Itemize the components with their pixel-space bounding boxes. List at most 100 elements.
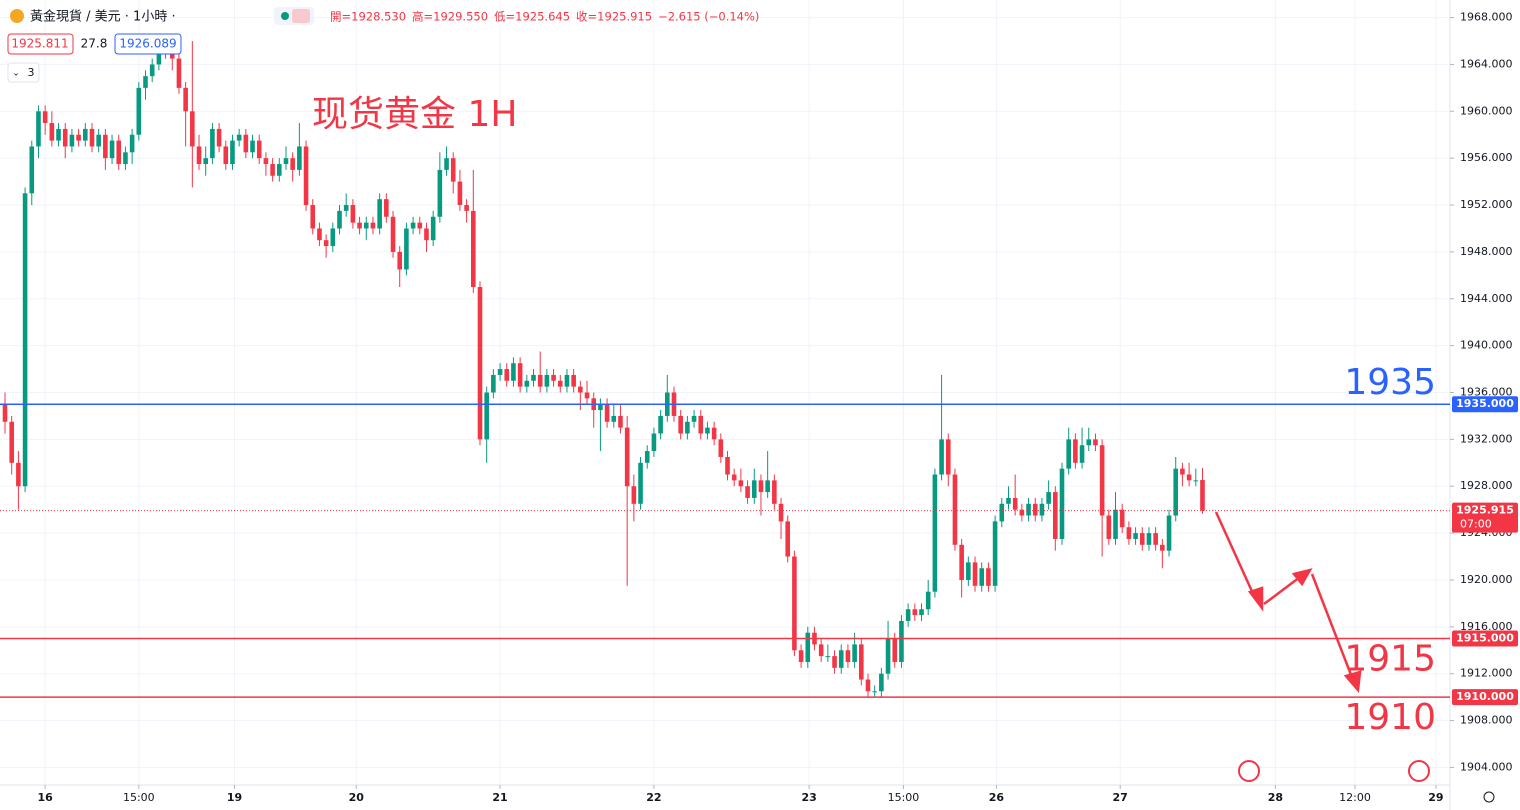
chevron: ⌄ [12,69,20,79]
level-tag-label: 1910.000 [1456,690,1514,703]
candle-body [123,152,128,165]
candle-body [129,134,135,153]
candle-body [230,140,235,165]
candle-body [859,644,864,680]
y-tick-label: 1952.000 [1460,198,1513,211]
candle-body [424,228,429,241]
candle-body [531,374,536,381]
settings-icon[interactable] [1483,791,1495,803]
y-tick-label: 1920.000 [1460,573,1513,586]
y-tick-label: 1968.000 [1460,11,1513,24]
y-tick-label: 1932.000 [1460,432,1513,445]
candle-body [731,474,737,481]
candle-body [685,421,690,434]
candle-body [537,374,543,387]
candle-body [1039,503,1045,516]
candle-body [404,228,409,270]
candle-body [838,650,844,668]
candle-body [136,87,142,135]
candle-body [638,462,643,504]
level-tag [1452,630,1518,647]
candle-body [564,374,570,387]
indicator-count: 3 [28,66,35,79]
y-tick-label: 1912.000 [1460,667,1513,680]
candle-body [751,480,757,498]
candle-body [183,87,188,112]
candle-body [852,644,857,662]
event-flag[interactable] [1408,760,1430,782]
candle-body [96,134,101,147]
candle-body [243,134,249,153]
candle-body [56,128,61,141]
candle-body [584,392,590,399]
candle-body [256,140,262,159]
candle-body [966,562,971,580]
candle-body [691,415,697,422]
x-tick-label: 15:00 [123,791,155,804]
candle-body [49,123,55,141]
countdown: 07:00 [1460,518,1492,531]
candle-body [1066,439,1071,469]
ohlc-item: −2.615 (−0.14%) [658,10,759,24]
candle-body [758,480,764,493]
ohlc-legend: 開=1928.530 高=1929.550 低=1925.645 收=1925.915… [330,10,759,24]
x-tick-label: 29 [1428,791,1443,804]
candle-body [1026,503,1031,516]
x-tick-label: 12:00 [1339,791,1371,804]
candle-body [959,544,964,580]
candle-body [825,656,831,658]
candle-body [1012,497,1018,510]
candle-body [176,58,182,88]
ask-box[interactable] [114,33,182,55]
candle-body [885,638,891,674]
y-tick-label: 1908.000 [1460,714,1513,727]
y-tick-label: 1940.000 [1460,339,1513,352]
candle-body [103,134,108,159]
candle-body [250,140,255,153]
level-label: 1915 [1344,639,1436,680]
candle-body [1019,509,1025,516]
candle-body [999,503,1005,522]
candle-body [417,222,423,229]
candle-body [470,210,476,288]
level-tag-label: 1935.000 [1456,397,1514,410]
candle-body [143,76,148,88]
last-price-tag [1452,502,1518,533]
candle-body [477,287,483,440]
candle-body [698,415,704,434]
candle-body [76,134,81,141]
candle-body [578,386,583,393]
candle-body [604,404,610,422]
candle-body [979,568,985,586]
level-tag-label: 1915.000 [1456,632,1514,645]
candle-body [310,205,316,229]
event-flag[interactable] [1238,760,1260,782]
ohlc-item: 低=1925.645 [494,10,570,24]
level-label: 1935 [1344,362,1436,403]
candle-body [745,486,750,498]
candle-body [557,380,563,387]
indicator-toggle[interactable] [7,62,40,83]
candle-body [972,562,978,586]
arrow [1214,511,1257,599]
candle-body [939,439,944,475]
candle-body [1173,468,1179,516]
candle-body [263,158,269,165]
candle-body [798,650,804,662]
candle-body [517,363,523,387]
x-tick-label: 15:00 [888,791,920,804]
candle-body [450,158,456,182]
y-tick-label: 1936.000 [1460,386,1513,399]
bid-box[interactable] [7,33,74,55]
x-tick-label: 19 [227,791,242,804]
candle-body [1186,474,1192,481]
candle-body [1093,439,1098,446]
delay-icon [292,9,310,23]
candle-body [899,620,904,662]
candle-body [384,199,389,217]
candle-body [785,521,791,557]
candle-body [29,146,35,194]
candle-body [952,474,958,545]
